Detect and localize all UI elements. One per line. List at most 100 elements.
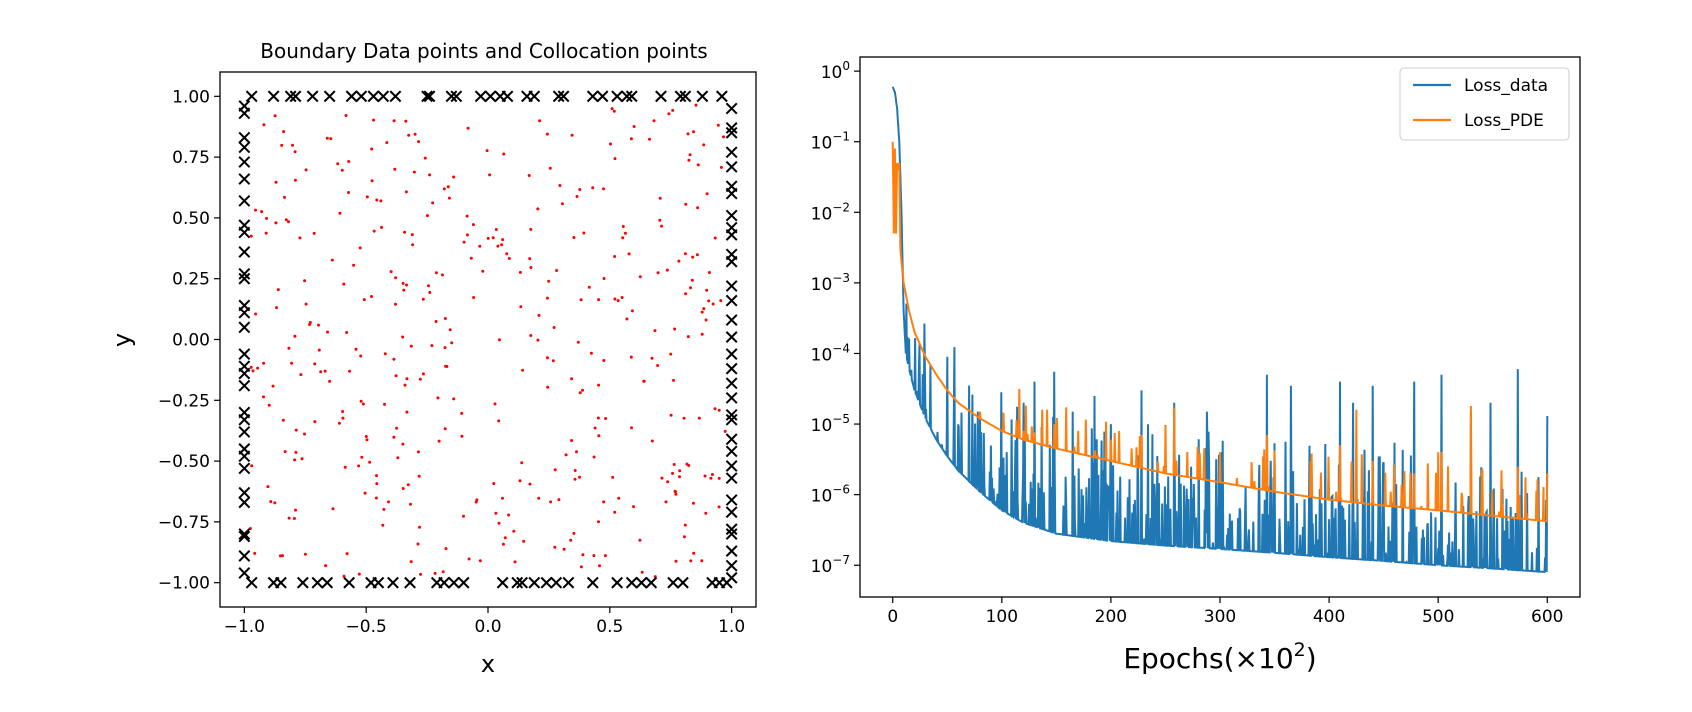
collocation-point xyxy=(650,439,654,443)
collocation-point xyxy=(579,298,583,302)
collocation-point xyxy=(503,536,507,540)
collocation-point xyxy=(452,175,456,179)
collocation-point xyxy=(591,186,595,190)
boundary-point xyxy=(725,102,738,115)
collocation-point xyxy=(581,553,585,557)
collocation-point xyxy=(528,482,532,486)
collocation-point xyxy=(294,450,298,454)
collocation-point xyxy=(466,126,470,130)
loss-y-tick-label: 10−2 xyxy=(811,200,850,224)
boundary-point xyxy=(625,576,638,589)
boundary-point xyxy=(421,90,433,103)
collocation-point xyxy=(629,355,633,359)
loss-y-tick-base: 10 xyxy=(811,345,833,365)
collocation-point xyxy=(716,123,720,127)
collocation-point xyxy=(671,471,674,475)
collocation-point xyxy=(471,223,475,227)
collocation-point xyxy=(396,456,400,460)
boundary-point xyxy=(725,294,738,307)
collocation-point xyxy=(674,492,678,496)
collocation-point xyxy=(552,326,556,329)
collocation-point xyxy=(632,505,635,509)
collocation-point xyxy=(401,281,405,285)
boundary-point xyxy=(238,528,251,540)
collocation-point xyxy=(691,501,695,505)
collocation-point xyxy=(325,136,329,140)
boundary-point xyxy=(238,173,251,185)
collocation-point xyxy=(613,297,617,301)
collocation-point xyxy=(629,137,633,141)
collocation-point xyxy=(572,236,576,239)
collocation-point xyxy=(529,227,533,231)
boundary-point xyxy=(238,194,251,207)
collocation-point xyxy=(722,135,725,139)
boundary-point xyxy=(355,90,368,103)
collocation-point xyxy=(323,369,327,373)
boundary-point xyxy=(725,314,738,326)
scatter-y-tick-label: −0.50 xyxy=(158,452,210,472)
collocation-point xyxy=(362,298,366,302)
collocation-point xyxy=(370,147,374,151)
collocation-point xyxy=(405,377,409,381)
boundary-point xyxy=(245,576,258,589)
collocation-point xyxy=(687,464,691,467)
collocation-point xyxy=(632,125,636,128)
collocation-point xyxy=(433,571,437,575)
collocation-point xyxy=(405,283,408,287)
boundary-point xyxy=(501,90,514,103)
loss-x-label-main: Epochs(×10 xyxy=(1123,642,1293,675)
collocation-point xyxy=(497,419,501,423)
collocation-point xyxy=(428,173,432,177)
collocation-point xyxy=(694,103,698,107)
collocation-point xyxy=(264,231,268,235)
collocation-point xyxy=(403,230,407,234)
collocation-point xyxy=(274,221,278,225)
collocation-point xyxy=(638,538,642,542)
loss-x-tick-label: 400 xyxy=(1313,607,1345,627)
collocation-point xyxy=(299,373,303,377)
collocation-point xyxy=(294,508,297,512)
collocation-point xyxy=(658,218,662,222)
loss-data-line xyxy=(891,86,1549,573)
boundary-point xyxy=(496,576,509,589)
collocation-point xyxy=(549,500,553,504)
boundary-point xyxy=(238,306,251,319)
collocation-point xyxy=(254,208,257,212)
collocation-point xyxy=(260,210,264,214)
boundary-point xyxy=(667,576,680,589)
collocation-point xyxy=(357,464,361,468)
collocation-point xyxy=(465,214,469,218)
scatter-y-ticks: 1.00 0.75 0.50 0.25 0.00 −0.25 −0.50 −0.75 −1.00 xyxy=(158,87,220,594)
collocation-point xyxy=(365,438,369,442)
scatter-plot-frame xyxy=(219,71,757,608)
loss-y-tick-base: 10 xyxy=(811,204,833,224)
loss-x-label-sup: 2 xyxy=(1294,639,1306,661)
boundary-point xyxy=(725,146,738,159)
collocation-point xyxy=(545,296,549,300)
collocation-point xyxy=(486,236,490,240)
collocation-point xyxy=(711,302,715,306)
collocation-point xyxy=(360,455,364,459)
collocation-point xyxy=(621,236,625,240)
collocation-point xyxy=(545,356,549,360)
scatter-x-label: x xyxy=(481,650,495,678)
collocation-point xyxy=(597,383,601,387)
collocation-point xyxy=(256,366,260,370)
collocation-point xyxy=(375,198,379,202)
collocation-point xyxy=(705,192,709,196)
collocation-point xyxy=(638,275,642,279)
collocation-point xyxy=(249,234,253,238)
collocation-point xyxy=(412,170,416,174)
collocation-point xyxy=(553,545,557,549)
collocation-point xyxy=(313,420,317,424)
collocation-point xyxy=(450,341,454,345)
collocation-point xyxy=(352,263,356,267)
collocation-point xyxy=(293,178,297,182)
collocation-point xyxy=(394,302,397,306)
boundary-point xyxy=(238,496,251,509)
collocation-point xyxy=(640,570,644,574)
boundary-point xyxy=(725,445,738,458)
collocation-point xyxy=(570,439,574,442)
collocation-point xyxy=(570,133,574,137)
